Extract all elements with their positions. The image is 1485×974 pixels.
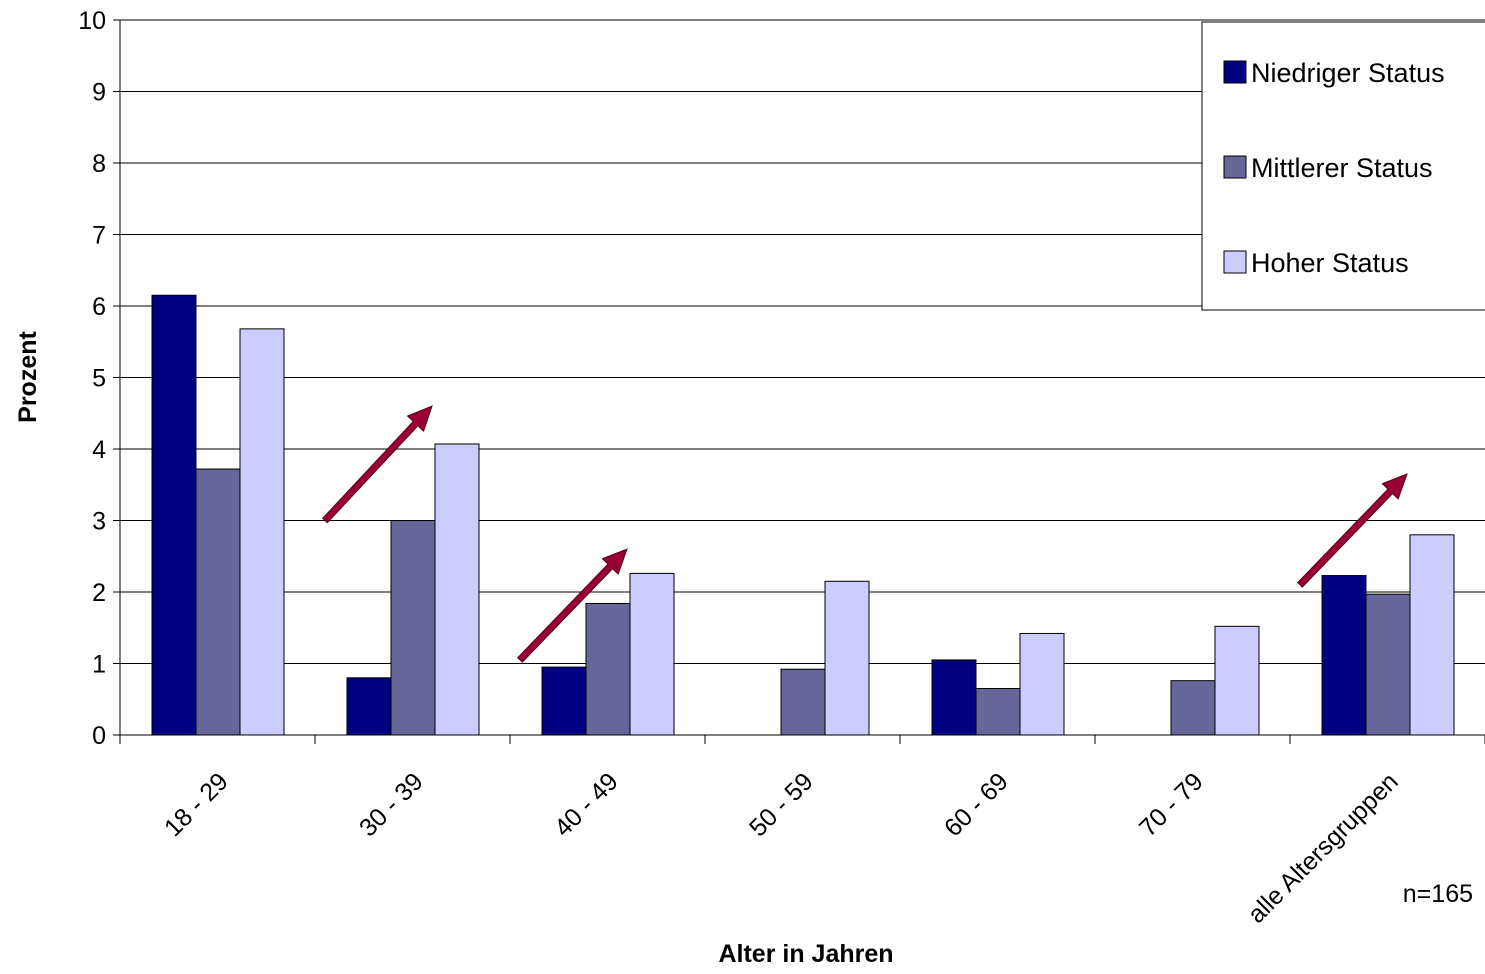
- x-tick-label: alle Altersgruppen: [1242, 767, 1403, 928]
- bar: [390, 520, 436, 736]
- bar: [434, 443, 480, 736]
- legend-swatch: [1223, 250, 1247, 274]
- bar: [824, 580, 870, 736]
- trend-arrow: [516, 548, 628, 663]
- bars: [151, 294, 1455, 736]
- x-tick-label: 70 - 79: [1134, 767, 1209, 842]
- y-tick-labels: 0 1 2 3 4 5 6 7 8 9 10: [78, 7, 106, 750]
- y-tick-label: 1: [92, 651, 106, 679]
- legend: Niedriger Status Mittlerer Status Hoher St…: [1201, 21, 1485, 311]
- y-tick-label: 8: [92, 150, 106, 178]
- x-tick-labels: 18 - 29 30 - 39 40 - 49 50 - 59 60 - 69 70 - …: [159, 767, 1404, 928]
- bar: [629, 572, 675, 736]
- bar: [239, 328, 285, 736]
- bar: [1365, 593, 1411, 736]
- y-tick-label: 7: [92, 222, 106, 250]
- x-axis-title: Alter in Jahren: [718, 940, 893, 968]
- y-tick-label: 0: [92, 722, 106, 750]
- legend-box: [1201, 21, 1485, 311]
- bar: [1214, 625, 1260, 736]
- bar: [975, 688, 1021, 736]
- sample-size-note: n=165: [1403, 880, 1473, 908]
- legend-label: Mittlerer Status: [1251, 153, 1433, 183]
- y-tick-label: 4: [92, 436, 106, 464]
- arrow-shape: [1296, 473, 1408, 588]
- x-tick-label: 50 - 59: [744, 767, 819, 842]
- trend-arrow: [321, 405, 433, 524]
- bar: [1321, 575, 1367, 736]
- x-tick-label: 30 - 39: [354, 767, 429, 842]
- y-tick-label: 5: [92, 365, 106, 393]
- legend-swatch: [1223, 60, 1247, 84]
- legend-label: Hoher Status: [1251, 248, 1409, 278]
- y-tick-label: 6: [92, 293, 106, 321]
- axes: [113, 19, 1485, 744]
- trend-arrows: [321, 405, 1408, 663]
- y-tick-label: 2: [92, 579, 106, 607]
- legend-swatch: [1223, 155, 1247, 179]
- arrow-shape: [516, 548, 628, 663]
- y-tick-label: 10: [78, 7, 106, 35]
- gridlines: [120, 19, 1485, 664]
- bar: [541, 666, 587, 736]
- bar: [1019, 632, 1065, 736]
- legend-label: Niedriger Status: [1251, 58, 1445, 88]
- bar: [346, 677, 392, 736]
- arrow-shape: [321, 405, 433, 524]
- y-tick-label: 9: [92, 79, 106, 107]
- x-tick-label: 18 - 29: [159, 767, 234, 842]
- x-tick-label: 40 - 49: [549, 767, 624, 842]
- bar: [780, 668, 826, 736]
- y-axis-title: Prozent: [14, 330, 42, 422]
- y-tick-label: 3: [92, 508, 106, 536]
- bar: [931, 659, 977, 736]
- bar: [1170, 680, 1216, 736]
- x-tick-label: 60 - 69: [939, 767, 1014, 842]
- bar: [195, 468, 241, 736]
- trend-arrow: [1296, 473, 1408, 588]
- bar: [585, 602, 631, 736]
- bar: [1409, 534, 1455, 736]
- bar: [151, 294, 197, 736]
